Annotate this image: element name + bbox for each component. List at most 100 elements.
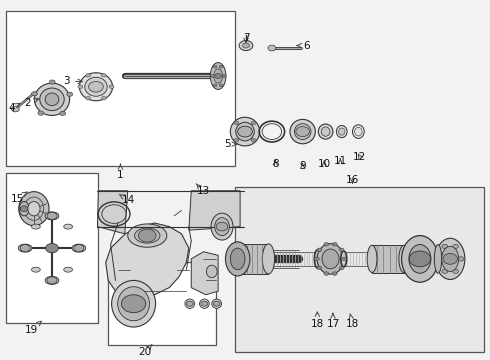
Circle shape	[409, 251, 431, 267]
Ellipse shape	[45, 276, 59, 284]
Ellipse shape	[206, 265, 217, 278]
Ellipse shape	[321, 127, 330, 136]
Bar	[98, 169, 245, 316]
Ellipse shape	[79, 73, 113, 101]
Bar	[235, 187, 485, 352]
Ellipse shape	[64, 224, 73, 229]
Circle shape	[46, 243, 58, 253]
Text: 2: 2	[24, 98, 39, 108]
Circle shape	[216, 222, 228, 231]
Ellipse shape	[409, 244, 431, 273]
Ellipse shape	[230, 248, 245, 270]
Ellipse shape	[19, 192, 49, 226]
Text: 17: 17	[326, 314, 340, 329]
Text: 16: 16	[346, 175, 359, 185]
Circle shape	[213, 84, 217, 87]
Text: 20: 20	[138, 345, 152, 357]
Circle shape	[251, 138, 256, 142]
Ellipse shape	[434, 244, 441, 273]
Circle shape	[11, 106, 19, 112]
Circle shape	[296, 127, 310, 136]
Text: 11: 11	[334, 156, 347, 166]
Polygon shape	[189, 191, 240, 230]
Circle shape	[74, 244, 84, 252]
Circle shape	[122, 295, 146, 313]
Ellipse shape	[237, 244, 248, 274]
Bar	[5, 12, 235, 166]
Ellipse shape	[28, 202, 40, 216]
Ellipse shape	[34, 83, 70, 116]
Circle shape	[60, 111, 66, 116]
Text: 3: 3	[63, 76, 82, 86]
Circle shape	[222, 75, 226, 77]
Circle shape	[201, 301, 208, 306]
Circle shape	[20, 244, 30, 252]
Circle shape	[219, 84, 223, 87]
Ellipse shape	[199, 299, 209, 309]
Circle shape	[453, 244, 459, 249]
Circle shape	[101, 96, 106, 100]
Circle shape	[442, 244, 448, 249]
Circle shape	[47, 277, 57, 284]
Polygon shape	[98, 191, 128, 234]
Circle shape	[86, 73, 91, 77]
Ellipse shape	[214, 69, 222, 83]
Ellipse shape	[317, 244, 344, 274]
Ellipse shape	[185, 299, 195, 309]
Ellipse shape	[31, 224, 40, 229]
Circle shape	[251, 121, 256, 125]
Text: 10: 10	[318, 159, 331, 169]
Text: 12: 12	[353, 152, 367, 162]
Circle shape	[268, 45, 276, 51]
Bar	[5, 173, 98, 323]
Circle shape	[243, 43, 249, 48]
Ellipse shape	[40, 88, 64, 111]
Text: 14: 14	[119, 194, 135, 205]
Circle shape	[324, 272, 329, 275]
Circle shape	[234, 138, 239, 142]
Circle shape	[78, 85, 83, 89]
Circle shape	[49, 80, 55, 84]
Ellipse shape	[236, 122, 254, 141]
Circle shape	[453, 269, 459, 274]
Polygon shape	[106, 223, 189, 298]
Ellipse shape	[322, 249, 339, 269]
Ellipse shape	[436, 238, 465, 279]
Circle shape	[86, 96, 91, 100]
Circle shape	[31, 91, 37, 96]
Ellipse shape	[402, 235, 438, 282]
Ellipse shape	[45, 212, 59, 220]
Ellipse shape	[230, 117, 260, 146]
Ellipse shape	[212, 299, 221, 309]
Ellipse shape	[112, 280, 156, 327]
Circle shape	[332, 272, 337, 275]
Ellipse shape	[399, 245, 409, 273]
Ellipse shape	[64, 267, 73, 272]
Circle shape	[317, 248, 322, 252]
Bar	[243, 244, 269, 274]
Ellipse shape	[341, 251, 346, 267]
Circle shape	[238, 126, 252, 137]
Circle shape	[239, 41, 253, 50]
Circle shape	[20, 206, 28, 212]
Circle shape	[458, 257, 464, 261]
Text: 18: 18	[311, 312, 324, 329]
Text: 9: 9	[299, 161, 306, 171]
Text: 19: 19	[24, 321, 41, 335]
Ellipse shape	[352, 125, 364, 138]
Circle shape	[339, 248, 344, 252]
Text: 13: 13	[196, 184, 210, 197]
Circle shape	[109, 85, 114, 89]
Text: 4: 4	[8, 103, 20, 113]
Text: 7: 7	[243, 33, 249, 43]
Bar	[372, 245, 404, 273]
Circle shape	[324, 242, 329, 246]
Ellipse shape	[294, 124, 311, 139]
Circle shape	[213, 301, 220, 306]
Circle shape	[342, 257, 346, 261]
Circle shape	[443, 253, 458, 264]
Text: 5: 5	[224, 139, 237, 149]
Circle shape	[339, 266, 344, 270]
Ellipse shape	[290, 120, 316, 144]
Ellipse shape	[19, 202, 29, 216]
